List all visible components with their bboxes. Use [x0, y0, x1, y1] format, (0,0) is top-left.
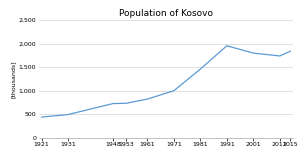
- Title: Population of Kosovo: Population of Kosovo: [119, 9, 213, 18]
- Y-axis label: [thousands]: [thousands]: [11, 60, 16, 98]
